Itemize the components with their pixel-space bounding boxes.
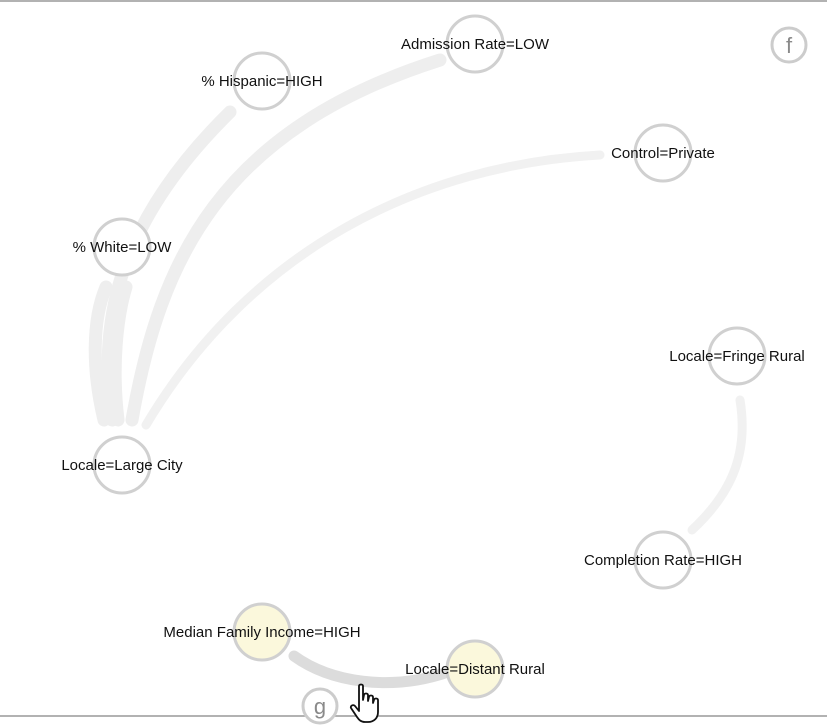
- edge-locale-large-city-to-admission-rate-low: [125, 53, 447, 427]
- node-circle[interactable]: [232, 602, 292, 662]
- node-circle[interactable]: [707, 326, 767, 386]
- node-white-low[interactable]: % White=LOW: [73, 217, 173, 277]
- node-median-family-income-high[interactable]: Median Family Income=HIGH: [163, 602, 361, 662]
- node-locale-large-city[interactable]: Locale=Large City: [61, 435, 183, 495]
- node-label: Control=Private: [611, 145, 715, 162]
- node-admission-rate-low[interactable]: Admission Rate=LOW: [401, 14, 550, 74]
- hand-pointer-cursor-icon: [349, 683, 379, 723]
- panel-badge-f: f: [770, 26, 808, 64]
- node-circle[interactable]: [232, 51, 292, 111]
- edge-locale-large-city-to-white-low-1: [108, 280, 133, 427]
- node-circle[interactable]: [92, 435, 152, 495]
- node-circle[interactable]: [445, 639, 505, 699]
- badge-g-label: g: [314, 694, 326, 719]
- edge-median-family-income-high-to-locale-distant-rural: [288, 650, 454, 689]
- node-circle[interactable]: [445, 14, 505, 74]
- node-label: % White=LOW: [73, 239, 173, 256]
- edge-locale-large-city-to-white-low: [88, 280, 113, 427]
- node-circle[interactable]: [633, 123, 693, 183]
- node-label: Locale=Distant Rural: [405, 661, 545, 678]
- node-label: Admission Rate=LOW: [401, 36, 550, 53]
- node-label: Locale=Large City: [61, 457, 183, 474]
- node-label: Completion Rate=HIGH: [584, 552, 742, 569]
- node-locale-distant-rural[interactable]: Locale=Distant Rural: [405, 639, 545, 699]
- node-label: Median Family Income=HIGH: [163, 624, 360, 641]
- node-circle[interactable]: [633, 530, 693, 590]
- badge-g-circle: [301, 687, 339, 725]
- node-label: Locale=Fringe Rural: [669, 348, 805, 365]
- node-circle[interactable]: [92, 217, 152, 277]
- badge-f-circle: [770, 26, 808, 64]
- edge-locale-fringe-rural-to-completion-rate-high: [687, 395, 747, 535]
- node-layer: Admission Rate=LOW % Hispanic=HIGH Control…: [61, 14, 805, 699]
- node-label: % Hispanic=HIGH: [201, 73, 322, 90]
- node-completion-rate-high[interactable]: Completion Rate=HIGH: [584, 530, 742, 590]
- badge-f-label: f: [786, 33, 793, 58]
- panel-badge-g: g: [301, 687, 339, 725]
- node-locale-fringe-rural[interactable]: Locale=Fringe Rural: [669, 326, 805, 386]
- node-hispanic-high[interactable]: % Hispanic=HIGH: [201, 51, 323, 111]
- edge-locale-large-city-to-control-private: [141, 150, 605, 430]
- node-control-private[interactable]: Control=Private: [611, 123, 715, 183]
